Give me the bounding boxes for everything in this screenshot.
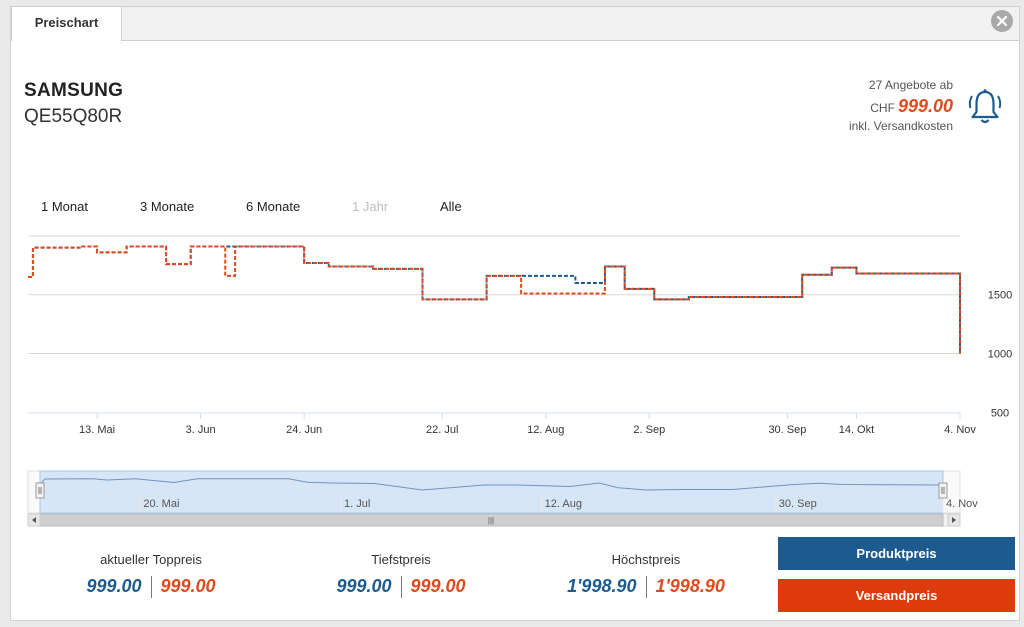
stat-product-price: 1'998.90 xyxy=(567,576,637,596)
tab-bar: Preischart xyxy=(11,6,1019,41)
range-alle[interactable]: Alle xyxy=(440,199,462,214)
x-tick-label: 4. Nov xyxy=(944,424,976,436)
stat-lowest: Tiefstpreis 999.00 999.00 xyxy=(311,552,491,599)
stat-product-price: 999.00 xyxy=(86,576,142,596)
product-brand: SAMSUNG xyxy=(24,80,124,101)
x-tick-label: 22. Jul xyxy=(426,424,458,436)
scrollbar-grip-icon: ||| xyxy=(488,516,494,525)
product-price-series xyxy=(28,245,961,354)
scroll-right-icon xyxy=(952,517,956,523)
price-alarm-bell-icon[interactable] xyxy=(966,87,1004,127)
best-price: CHF 999.00 xyxy=(870,96,953,117)
price-chart-dialog: Preischart SAMSUNG QE55Q80R 27 Angebote … xyxy=(10,6,1020,621)
currency-label: CHF xyxy=(870,101,895,115)
x-tick-label: 24. Jun xyxy=(286,424,322,436)
stat-product-price: 999.00 xyxy=(336,576,392,596)
x-tick-label: 13. Mai xyxy=(79,424,115,436)
navigator-tick-label: 30. Sep xyxy=(779,498,817,510)
range-6-monate[interactable]: 6 Monate xyxy=(246,199,301,214)
navigator-line xyxy=(39,478,944,502)
navigator-right-handle[interactable] xyxy=(938,482,948,499)
x-tick-label: 14. Okt xyxy=(839,424,874,436)
close-icon xyxy=(996,15,1008,27)
close-button[interactable] xyxy=(991,10,1013,32)
shipping-price-series xyxy=(28,245,961,354)
stat-highest: Höchstpreis 1'998.90 1'998.90 xyxy=(541,552,751,599)
range-3-monate[interactable]: 3 Monate xyxy=(140,199,195,214)
x-tick-label: 12. Aug xyxy=(527,424,564,436)
range-1-jahr: 1 Jahr xyxy=(352,199,389,214)
navigator-tick-label: 1. Jul xyxy=(344,498,370,510)
y-tick-label: 500 xyxy=(991,407,1009,419)
navigator-tick-label: 12. Aug xyxy=(545,498,582,510)
range-1-monat[interactable]: 1 Monat xyxy=(41,199,88,214)
navigator-left-handle[interactable] xyxy=(35,482,45,499)
tab-preischart[interactable]: Preischart xyxy=(11,6,122,41)
shipping-price-button[interactable]: Versandpreis xyxy=(778,579,1015,612)
stat-current-top: aktueller Toppreis 999.00 999.00 xyxy=(61,552,241,599)
product-model: QE55Q80R xyxy=(24,106,123,127)
scroll-left-icon xyxy=(32,517,36,523)
shipping-note: inkl. Versandkosten xyxy=(848,119,953,133)
stat-label: Tiefstpreis xyxy=(371,552,431,567)
stat-shipping-price: 999.00 xyxy=(160,576,216,596)
y-tick-label: 1000 xyxy=(988,349,1012,361)
x-tick-label: 2. Sep xyxy=(633,424,665,436)
x-tick-label: 30. Sep xyxy=(768,424,806,436)
navigator-tick-label: 20. Mai xyxy=(143,498,179,510)
stat-shipping-price: 999.00 xyxy=(410,576,466,596)
stat-shipping-price: 1'998.90 xyxy=(655,576,725,596)
stat-label: Höchstpreis xyxy=(611,552,681,567)
price-chart[interactable]: 13. Mai 3. Jun 24. Jun 22. Jul 12. Aug 2. Sep… xyxy=(11,227,1019,527)
y-tick-label: 1500 xyxy=(988,290,1012,302)
best-price-value: 999.00 xyxy=(897,96,953,116)
stat-label: aktueller Toppreis xyxy=(100,552,202,567)
product-price-button[interactable]: Produktpreis xyxy=(778,537,1015,570)
offer-count: 27 Angebote ab xyxy=(868,78,953,92)
navigator-tick-label: 4. Nov xyxy=(946,498,978,510)
x-tick-label: 3. Jun xyxy=(186,424,216,436)
